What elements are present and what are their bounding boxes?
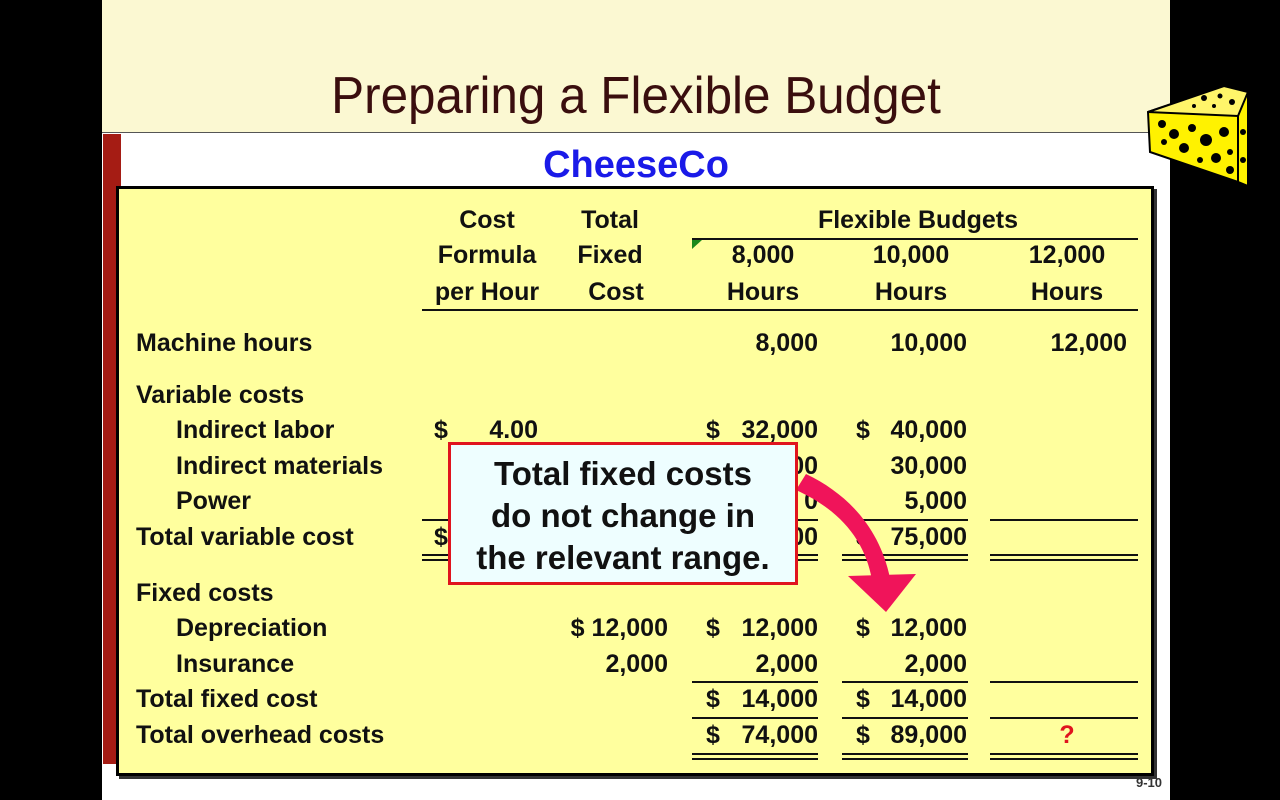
row-label: Total fixed cost <box>136 685 318 713</box>
divider <box>692 758 818 760</box>
cell: 8,000 <box>755 329 818 357</box>
divider <box>842 559 968 561</box>
header-fixed-2: Fixed <box>577 241 643 269</box>
callout-line: do not change in <box>491 497 755 534</box>
currency: $ <box>434 416 448 444</box>
callout-note: Total fixed costs do not change in the r… <box>448 442 798 585</box>
header-12000-hours: Hours <box>1030 278 1104 306</box>
callout-line: the relevant range. <box>476 539 770 576</box>
header-10000-hours: Hours <box>874 278 948 306</box>
divider <box>842 758 968 760</box>
cell: $ 12,000 <box>570 614 668 642</box>
cell: 12,000 <box>890 614 967 642</box>
currency: $ <box>856 685 870 713</box>
callout-line: Total fixed costs <box>494 455 752 492</box>
cell: 2,000 <box>605 650 668 678</box>
divider <box>842 681 968 683</box>
currency: $ <box>706 416 720 444</box>
divider <box>990 519 1138 521</box>
cell: 5,000 <box>904 487 967 515</box>
cell: 32,000 <box>741 416 818 444</box>
divider <box>990 753 1138 755</box>
row-label: Indirect materials <box>176 452 384 480</box>
header-fixed-1: Total <box>581 206 639 234</box>
cell: 2,000 <box>904 650 967 678</box>
header-cost-formula-2: Formula <box>437 241 537 269</box>
row-label: Total variable cost <box>136 523 354 551</box>
header-10000: 10,000 <box>872 241 950 269</box>
header-flexible-budgets: Flexible Budgets <box>817 206 1019 234</box>
cell: 74,000 <box>741 721 818 749</box>
divider <box>990 717 1138 719</box>
divider <box>842 519 968 521</box>
divider <box>990 681 1138 683</box>
row-label: Insurance <box>176 650 295 678</box>
divider <box>990 559 1138 561</box>
divider <box>842 753 968 755</box>
currency: $ <box>706 614 720 642</box>
row-label: Depreciation <box>176 614 328 642</box>
cell: 89,000 <box>890 721 967 749</box>
row-label: Power <box>176 487 252 515</box>
section-label: Fixed costs <box>136 579 274 607</box>
cell: 14,000 <box>890 685 967 713</box>
divider <box>842 554 968 556</box>
divider <box>692 753 818 755</box>
company-name: CheeseCo <box>543 144 729 186</box>
divider <box>692 238 1138 240</box>
section-label: Variable costs <box>136 381 305 409</box>
row-label: Machine hours <box>136 329 313 357</box>
cell: 10,000 <box>890 329 967 357</box>
cell: 12,000 <box>1050 329 1127 357</box>
currency: $ <box>856 614 870 642</box>
header-fixed-3: Cost <box>588 278 644 306</box>
cell: 30,000 <box>890 452 967 480</box>
currency: $ <box>706 721 720 749</box>
page-number: 9-10 <box>1135 775 1162 790</box>
cell: 14,000 <box>741 685 818 713</box>
cell: 4.00 <box>489 416 538 444</box>
currency: $ <box>856 416 870 444</box>
title-band <box>102 0 1170 133</box>
comment-marker-icon <box>692 240 702 249</box>
cheese-icon <box>1146 84 1250 188</box>
header-8000: 8,000 <box>731 241 795 269</box>
currency: $ <box>706 685 720 713</box>
header-cost-formula-3: per Hour <box>434 278 540 306</box>
row-label: Total overhead costs <box>136 721 385 749</box>
cell: 12,000 <box>741 614 818 642</box>
divider <box>990 758 1138 760</box>
divider <box>422 309 1138 311</box>
currency: $ <box>856 721 870 749</box>
unknown-value: ? <box>1059 721 1075 749</box>
cell: 40,000 <box>890 416 967 444</box>
divider <box>842 717 968 719</box>
slide-title: Preparing a Flexible Budget <box>331 67 941 125</box>
currency: $ <box>434 523 448 551</box>
cell: 75,000 <box>890 523 967 551</box>
cell: 2,000 <box>755 650 818 678</box>
divider <box>692 717 818 719</box>
divider <box>990 554 1138 556</box>
row-label: Indirect labor <box>176 416 335 444</box>
curved-arrow-icon <box>796 474 916 612</box>
header-12000: 12,000 <box>1028 241 1106 269</box>
header-8000-hours: Hours <box>726 278 800 306</box>
header-cost-formula-1: Cost <box>459 206 515 234</box>
divider <box>692 681 818 683</box>
